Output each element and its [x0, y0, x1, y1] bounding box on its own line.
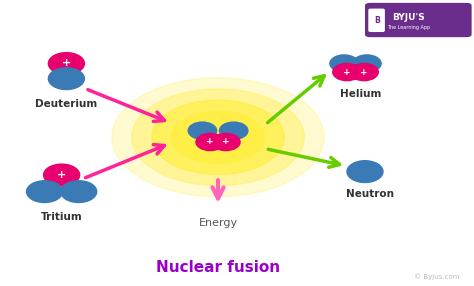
- Text: B: B: [374, 16, 380, 25]
- Text: +: +: [360, 67, 368, 77]
- Text: +: +: [343, 67, 351, 77]
- Circle shape: [48, 53, 84, 74]
- Circle shape: [27, 181, 63, 202]
- Circle shape: [347, 161, 383, 182]
- Ellipse shape: [132, 89, 304, 186]
- Text: Helium: Helium: [339, 90, 381, 99]
- FancyBboxPatch shape: [365, 3, 472, 37]
- Ellipse shape: [172, 111, 264, 163]
- Circle shape: [48, 68, 84, 90]
- Text: Energy: Energy: [199, 218, 237, 228]
- Text: © Byjus.com: © Byjus.com: [414, 274, 460, 280]
- Ellipse shape: [112, 78, 324, 197]
- Text: +: +: [222, 138, 230, 146]
- Circle shape: [330, 55, 358, 72]
- FancyBboxPatch shape: [368, 9, 385, 32]
- Circle shape: [44, 164, 80, 186]
- Text: Neutron: Neutron: [346, 190, 394, 199]
- Circle shape: [211, 133, 240, 150]
- Ellipse shape: [152, 100, 284, 174]
- Text: The Learning App: The Learning App: [387, 25, 430, 30]
- Circle shape: [353, 55, 381, 72]
- Text: Tritium: Tritium: [41, 212, 82, 222]
- Circle shape: [188, 122, 217, 139]
- Circle shape: [61, 181, 97, 202]
- Text: +: +: [62, 59, 71, 68]
- Circle shape: [196, 133, 224, 150]
- Circle shape: [219, 122, 248, 139]
- Circle shape: [350, 63, 378, 81]
- Circle shape: [333, 63, 361, 81]
- Text: Deuterium: Deuterium: [35, 100, 98, 109]
- Text: +: +: [57, 170, 66, 180]
- Text: BYJU'S: BYJU'S: [392, 13, 425, 22]
- Text: Nuclear fusion: Nuclear fusion: [156, 260, 280, 275]
- Text: +: +: [206, 138, 214, 146]
